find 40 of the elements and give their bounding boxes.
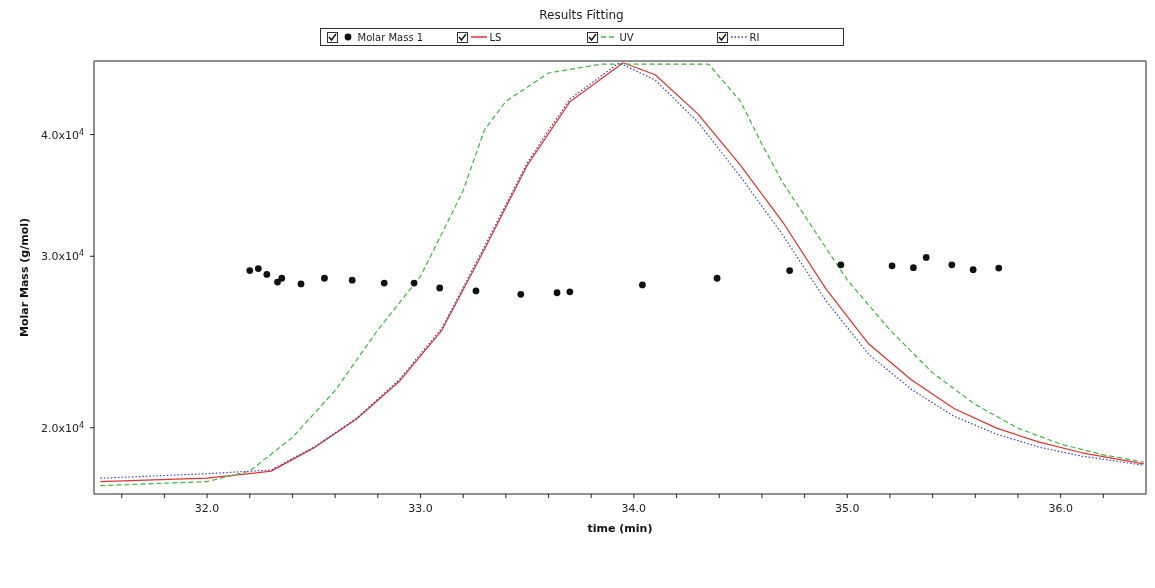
legend-label: RI [749, 31, 760, 43]
point [263, 271, 271, 278]
y-tick-label: 4.0x10$^{4}$ [40, 127, 84, 142]
point [837, 261, 845, 269]
point [410, 279, 418, 287]
legend-label: Molar Mass 1 [357, 31, 424, 43]
x-tick-label: 33.0 [408, 502, 433, 515]
point [948, 261, 956, 269]
point [910, 264, 917, 272]
point [380, 279, 388, 287]
chart-title: Results Fitting [538, 8, 625, 22]
x-axis-title: time (min) [587, 522, 653, 535]
point [553, 289, 561, 297]
point [274, 278, 281, 286]
point [888, 262, 896, 270]
y-tick-label: 3.0x10$^{4}$ [40, 248, 84, 264]
point [472, 287, 480, 295]
point [713, 274, 721, 282]
point [321, 274, 328, 282]
y-tick-label: 2.0x10$^{4}$ [40, 420, 84, 435]
point [348, 276, 356, 284]
x-tick-label: 35.0 [835, 502, 860, 515]
point [246, 267, 254, 274]
point [436, 284, 444, 292]
point [278, 274, 286, 282]
y-axis-title: Molar Mass (g/mol) [17, 218, 31, 337]
point [517, 290, 525, 298]
legend-label: LS [489, 31, 502, 43]
x-tick-label: 36.0 [1048, 502, 1073, 515]
point [995, 264, 1003, 272]
point [786, 267, 794, 274]
point [639, 281, 646, 289]
point [297, 280, 305, 288]
x-tick-label: 34.0 [621, 502, 647, 515]
legend-label: UV [619, 31, 634, 43]
point [922, 254, 930, 261]
point [969, 266, 977, 274]
point [254, 265, 262, 272]
point [566, 288, 574, 296]
x-tick-label: 32.0 [194, 502, 220, 515]
